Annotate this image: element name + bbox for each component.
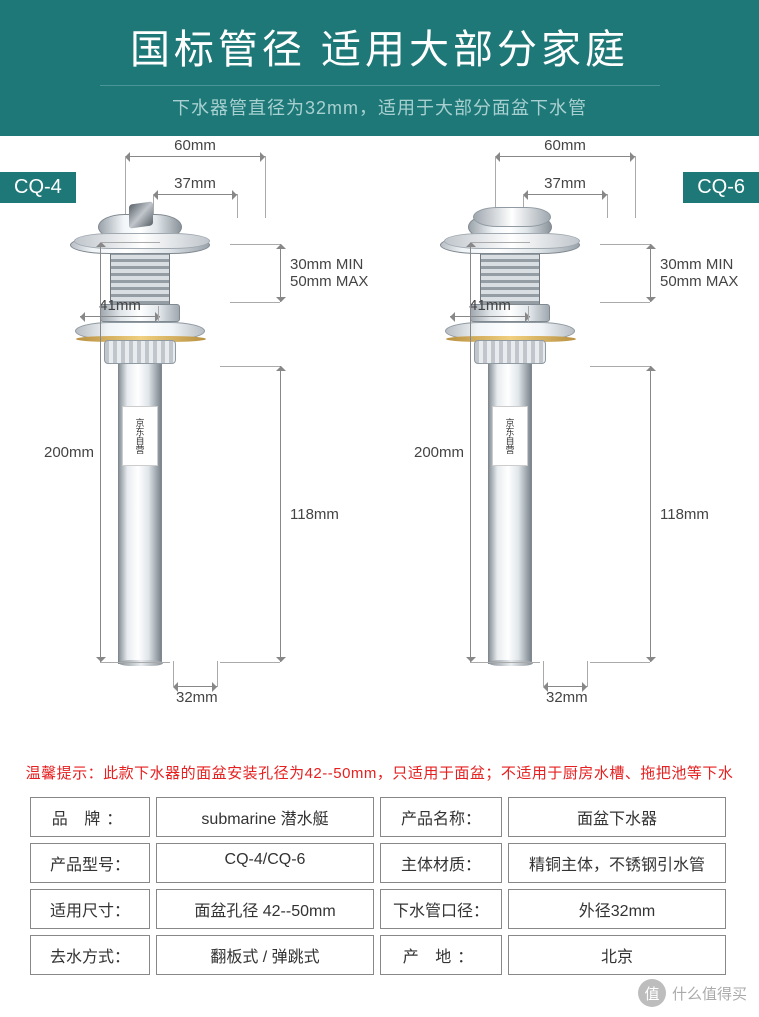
spec-v: 翻板式 / 弹跳式	[156, 935, 374, 975]
dim-nut-l: 41mm	[80, 316, 160, 334]
spec-v: 精铜主体，不锈钢引水管	[508, 843, 726, 883]
spec-k: 去水方式：	[30, 935, 150, 975]
spec-v: 外径32mm	[508, 889, 726, 929]
dim-top-outer-r: 60mm	[495, 156, 635, 174]
spec-k: 产 地：	[380, 935, 502, 975]
product-cq6: 60mm 37mm 京东自营 30mm MIN 50mm MAX 118mm 4…	[440, 156, 580, 676]
badge-cq4: CQ-4	[0, 172, 76, 203]
watermark-text: 什么值得买	[672, 983, 747, 1004]
header-banner: 国标管径 适用大部分家庭 下水器管直径为32mm，适用于大部分面盆下水管	[0, 0, 759, 136]
spec-v: 面盆孔径 42--50mm	[156, 889, 374, 929]
dim-pipew-r: 32mm	[543, 686, 587, 704]
lock-nut	[474, 340, 546, 364]
spec-v: submarine 潜水艇	[156, 797, 374, 837]
dim-pipe-r: 118mm	[650, 366, 712, 662]
header-title: 国标管径 适用大部分家庭	[130, 17, 629, 75]
dim-pipew-l: 32mm	[173, 686, 217, 704]
lock-nut	[104, 340, 176, 364]
dim-total-l: 200mm	[100, 242, 107, 662]
spec-table: 品 牌： submarine 潜水艇 产品名称： 面盆下水器 产品型号： CQ-…	[30, 797, 729, 975]
dim-thread-l: 30mm MIN 50mm MAX	[280, 244, 371, 302]
spec-v: CQ-4/CQ-6	[156, 843, 374, 883]
dim-total-r: 200mm	[470, 242, 477, 662]
product-cq4: 60mm 37mm 京东自营 30mm MIN 50mm MAX 118mm 4…	[70, 156, 210, 676]
spec-k: 主体材质：	[380, 843, 502, 883]
spec-v: 面盆下水器	[508, 797, 726, 837]
flange	[440, 236, 580, 254]
spec-k: 适用尺寸：	[30, 889, 150, 929]
spec-k: 产品名称：	[380, 797, 502, 837]
watermark-icon: 值	[638, 979, 666, 1007]
drain-cq6: 京东自营	[440, 196, 580, 676]
spec-v: 北京	[508, 935, 726, 975]
dim-thread-r: 30mm MIN 50mm MAX	[650, 244, 741, 302]
header-subtitle: 下水器管直径为32mm，适用于大部分面盆下水管	[100, 85, 660, 120]
badge-cq6: CQ-6	[683, 172, 759, 203]
dim-pipe-l: 118mm	[280, 366, 342, 662]
spec-k: 产品型号：	[30, 843, 150, 883]
drain-cq4: 京东自营	[70, 196, 210, 676]
spec-k: 品 牌：	[30, 797, 150, 837]
pipe-label: 京东自营	[492, 406, 528, 466]
dim-top-outer-l: 60mm	[125, 156, 265, 174]
flange	[70, 236, 210, 254]
diagram-area: CQ-4 CQ-6 60mm 37mm 京东自营 30mm MIN 50mm M…	[0, 136, 759, 756]
warning-text: 温馨提示：此款下水器的面盆安装孔径为42--50mm，只适用于面盆；不适用于厨房…	[10, 762, 749, 783]
spec-k: 下水管口径：	[380, 889, 502, 929]
watermark: 值 什么值得买	[638, 979, 747, 1007]
dim-nut-r: 41mm	[450, 316, 530, 334]
pipe-label: 京东自营	[122, 406, 158, 466]
